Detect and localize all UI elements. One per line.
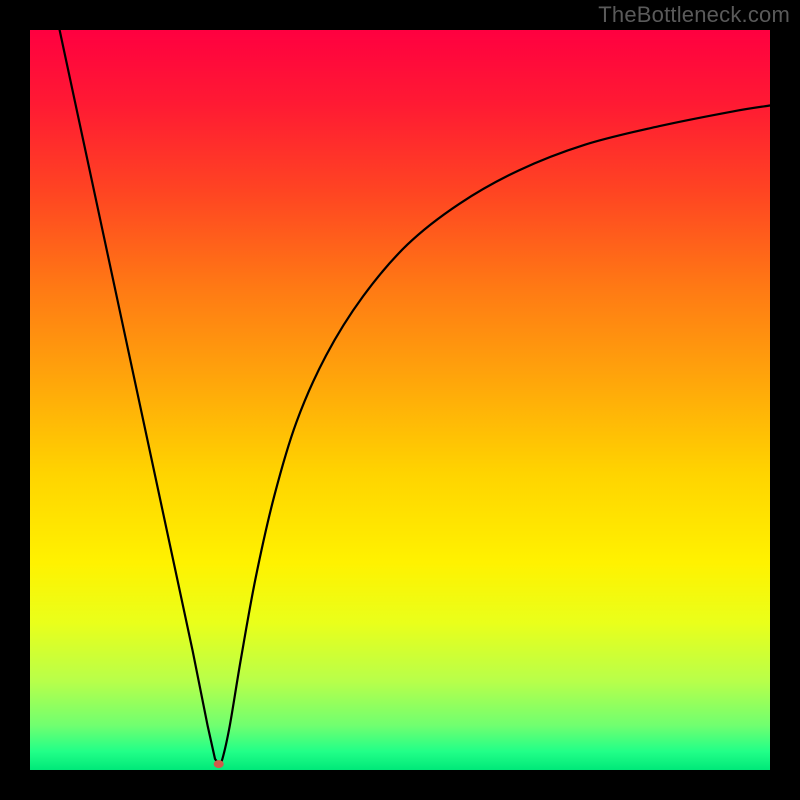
bottleneck-chart-svg [0, 0, 800, 800]
watermark-text: TheBottleneck.com [598, 2, 790, 28]
minimum-marker [214, 760, 224, 768]
chart-container: TheBottleneck.com [0, 0, 800, 800]
plot-background [30, 30, 770, 770]
